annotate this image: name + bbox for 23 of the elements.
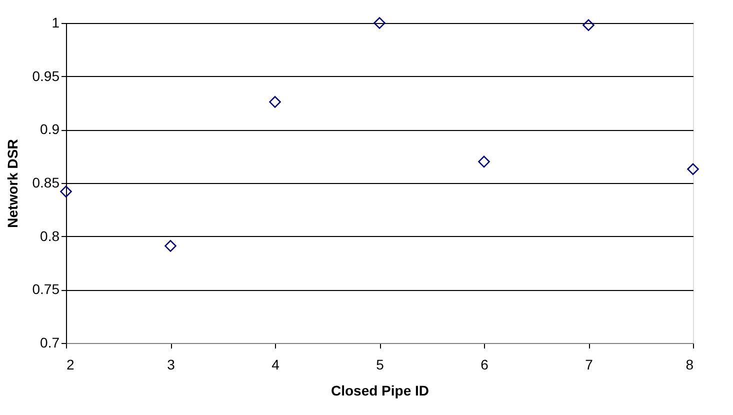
x-tick-label: 2 bbox=[66, 356, 74, 372]
point bbox=[60, 186, 72, 198]
y-tick-label: 0.85 bbox=[32, 174, 60, 190]
x-axis-title: Closed Pipe ID bbox=[330, 382, 430, 398]
point bbox=[687, 163, 699, 176]
x-tick-label: 7 bbox=[585, 356, 594, 372]
point bbox=[478, 156, 490, 168]
x-tick-label: 3 bbox=[167, 356, 176, 372]
x-tick-label: 5 bbox=[376, 356, 384, 372]
y-tick-label: 0.95 bbox=[32, 68, 60, 84]
x-tick-label: 6 bbox=[480, 356, 489, 372]
y-axis-title: Network DSR bbox=[4, 139, 20, 228]
x-tick-label: 8 bbox=[686, 356, 694, 372]
point bbox=[582, 19, 594, 32]
y-tick-label: 0.75 bbox=[32, 281, 60, 298]
y-tick-label: 0.9 bbox=[40, 121, 60, 138]
y-tick-label: 0.8 bbox=[40, 228, 60, 244]
y-tick-label: 1 bbox=[52, 14, 60, 30]
y-tick-label: 0.7 bbox=[40, 334, 60, 350]
point bbox=[269, 96, 281, 108]
point bbox=[374, 17, 386, 29]
x-tick-label: 4 bbox=[272, 356, 280, 372]
point bbox=[164, 240, 176, 252]
